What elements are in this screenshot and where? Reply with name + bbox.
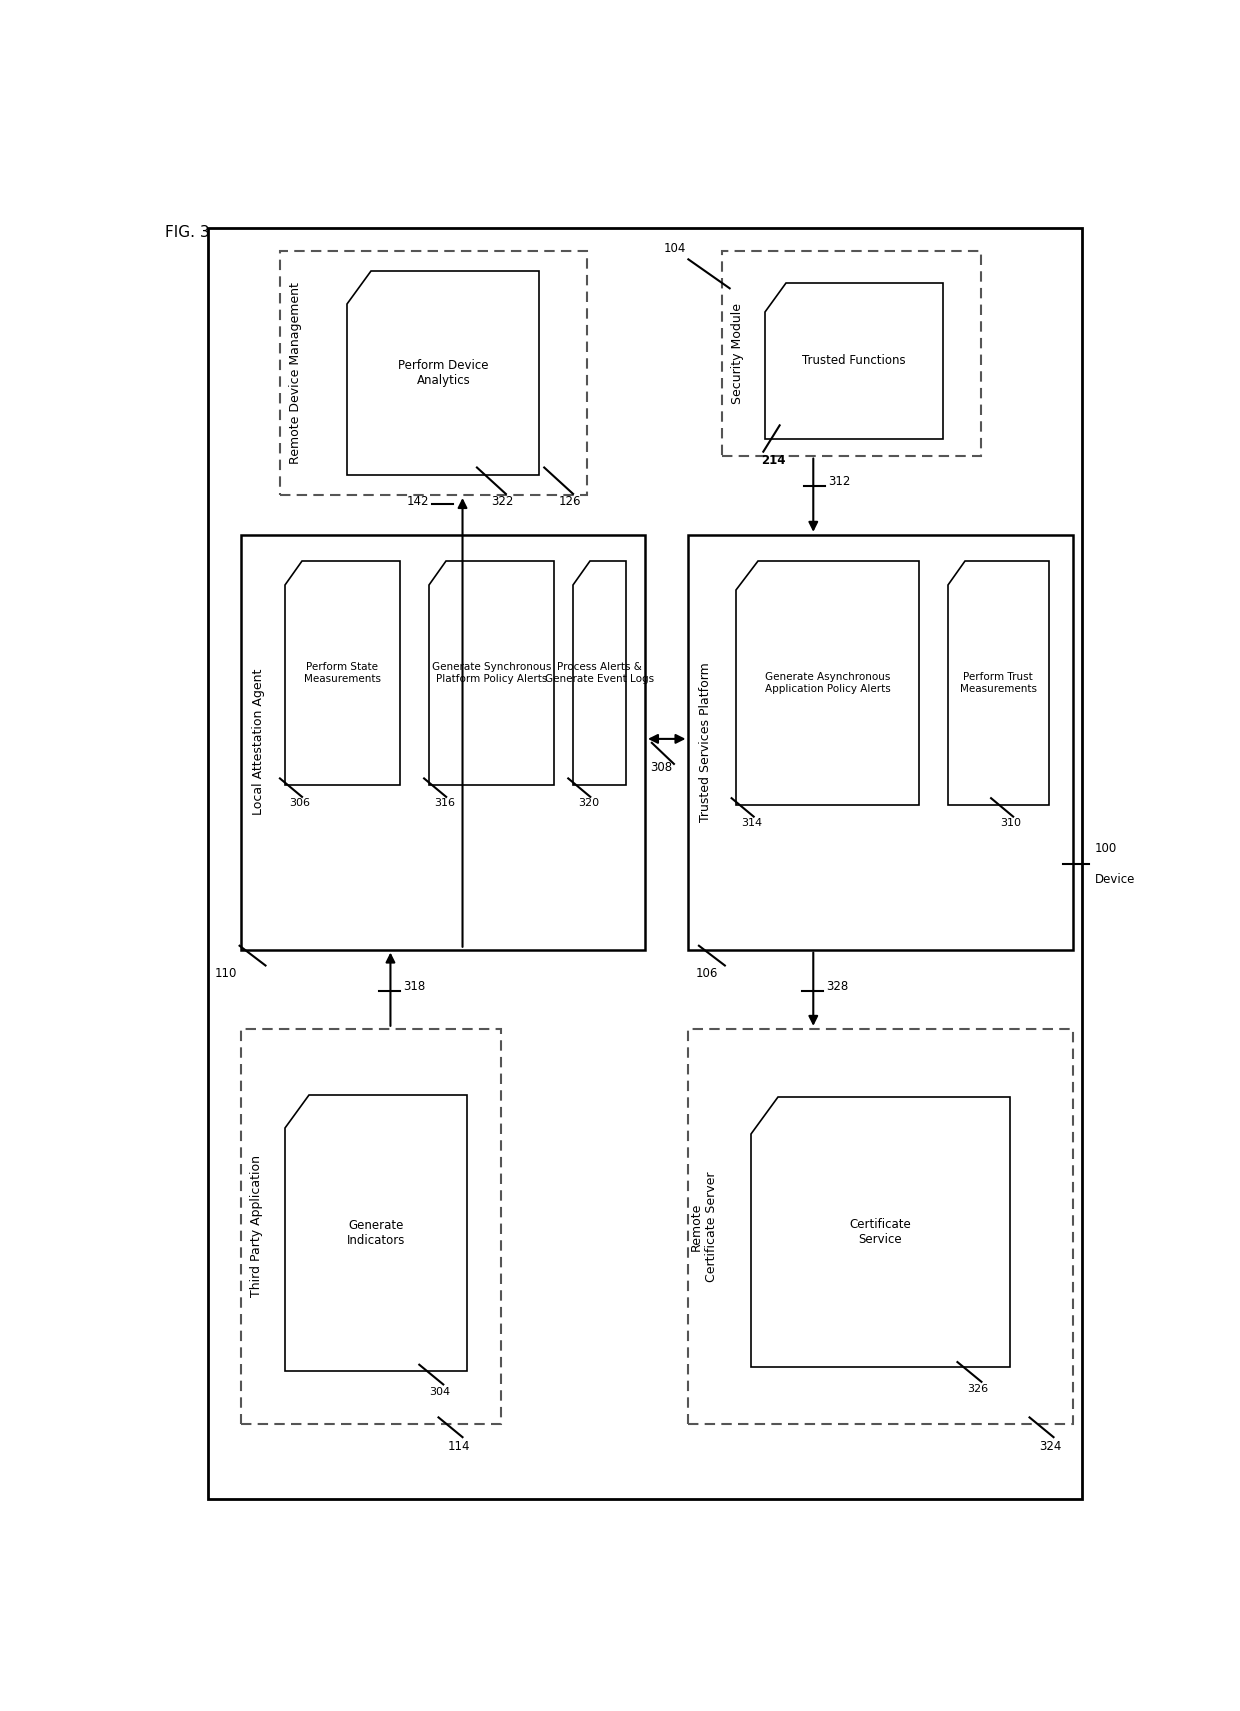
Text: Trusted Services Platform: Trusted Services Platform <box>699 662 712 821</box>
Polygon shape <box>947 561 1049 804</box>
Polygon shape <box>765 282 944 438</box>
Text: 310: 310 <box>1001 818 1022 828</box>
Bar <box>280 252 588 494</box>
Text: 324: 324 <box>1039 1439 1061 1453</box>
Text: 100: 100 <box>1095 842 1117 856</box>
Text: 110: 110 <box>215 967 237 980</box>
Text: Remote
Certificate Server: Remote Certificate Server <box>689 1170 718 1282</box>
Polygon shape <box>429 561 554 785</box>
Text: Trusted Functions: Trusted Functions <box>802 354 906 368</box>
Bar <box>242 1028 501 1424</box>
Text: Perform State
Measurements: Perform State Measurements <box>304 662 381 684</box>
Text: Perform Device
Analytics: Perform Device Analytics <box>398 359 489 387</box>
Text: 114: 114 <box>448 1439 471 1453</box>
Bar <box>722 252 982 455</box>
Text: 106: 106 <box>696 967 718 980</box>
Text: Third Party Application: Third Party Application <box>250 1155 263 1297</box>
Text: 308: 308 <box>651 761 672 775</box>
Bar <box>688 534 1073 950</box>
Text: 318: 318 <box>403 980 425 992</box>
Polygon shape <box>737 561 919 804</box>
Bar <box>242 534 645 950</box>
Text: Security Module: Security Module <box>730 303 744 404</box>
Text: 316: 316 <box>434 797 455 808</box>
Text: Process Alerts &
Generate Event Logs: Process Alerts & Generate Event Logs <box>544 662 653 684</box>
Text: 304: 304 <box>429 1388 450 1398</box>
Polygon shape <box>285 1095 467 1371</box>
Polygon shape <box>347 270 539 476</box>
Polygon shape <box>573 561 626 785</box>
Bar <box>688 1028 1073 1424</box>
Text: 104: 104 <box>665 243 687 255</box>
Text: Device: Device <box>1095 873 1136 886</box>
Text: Generate
Indicators: Generate Indicators <box>347 1218 405 1247</box>
Text: 328: 328 <box>826 980 848 992</box>
Text: Generate Asynchronous
Application Policy Alerts: Generate Asynchronous Application Policy… <box>765 672 890 693</box>
Text: 314: 314 <box>742 818 763 828</box>
Text: Certificate
Service: Certificate Service <box>849 1218 911 1246</box>
Text: 214: 214 <box>761 455 786 467</box>
Text: 320: 320 <box>578 797 599 808</box>
Text: 142: 142 <box>407 494 429 508</box>
Text: 326: 326 <box>967 1384 988 1394</box>
Text: Local Attestation Agent: Local Attestation Agent <box>252 669 265 816</box>
Text: 126: 126 <box>558 494 582 508</box>
Text: FIG. 3: FIG. 3 <box>165 226 210 240</box>
Polygon shape <box>751 1097 1011 1367</box>
Text: Perform Trust
Measurements: Perform Trust Measurements <box>960 672 1037 693</box>
Polygon shape <box>285 561 401 785</box>
Text: Remote Device Management: Remote Device Management <box>289 282 301 464</box>
Text: 306: 306 <box>290 797 310 808</box>
Text: 312: 312 <box>828 476 851 488</box>
Text: Generate Synchronous
Platform Policy Alerts: Generate Synchronous Platform Policy Ale… <box>432 662 551 684</box>
Text: 322: 322 <box>491 494 513 508</box>
